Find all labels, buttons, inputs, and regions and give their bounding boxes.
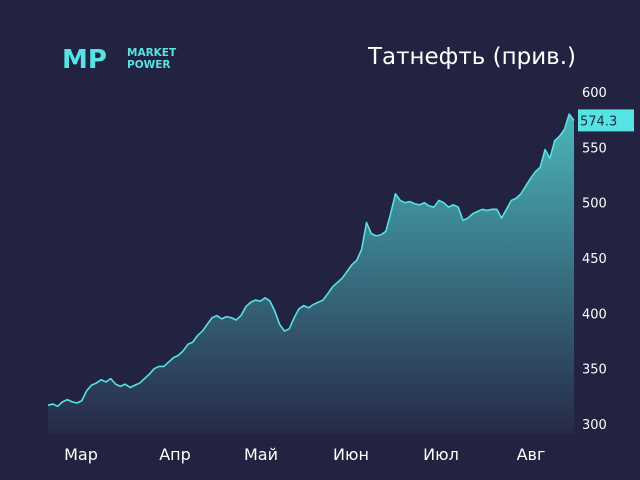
- last-value-label: 574.3: [580, 114, 617, 129]
- logo-mark: MP: [62, 45, 107, 75]
- chart-title: Татнефть (прив.): [367, 44, 576, 70]
- y-tick-label: 450: [582, 252, 607, 267]
- logo-line1: MARKET: [127, 47, 177, 59]
- y-tick-label: 400: [582, 307, 607, 322]
- x-tick-label: Июн: [333, 445, 369, 464]
- last-value-badge: 574.3: [578, 109, 634, 132]
- x-tick-label: Авг: [517, 445, 546, 464]
- y-tick-label: 500: [582, 197, 607, 212]
- series-area: [48, 114, 574, 434]
- y-tick-label: 300: [582, 418, 607, 433]
- series-line: [47, 113, 575, 408]
- y-tick-label: 600: [582, 86, 607, 101]
- y-tick-label: 550: [582, 141, 607, 156]
- x-tick-label: Май: [244, 445, 278, 464]
- last-value-badge-bg: [578, 109, 634, 132]
- x-tick-label: Июл: [423, 445, 459, 464]
- x-tick-label: Апр: [159, 445, 191, 464]
- y-axis: 300 350 400 450 500 550 600: [582, 86, 607, 433]
- logo-line2: POWER: [127, 59, 170, 71]
- x-axis: Мар Апр Май Июн Июл Авг: [64, 445, 545, 464]
- y-tick-label: 350: [582, 363, 607, 378]
- brand-logo: MP MARKET POWER: [62, 45, 177, 75]
- x-tick-label: Мар: [64, 445, 98, 464]
